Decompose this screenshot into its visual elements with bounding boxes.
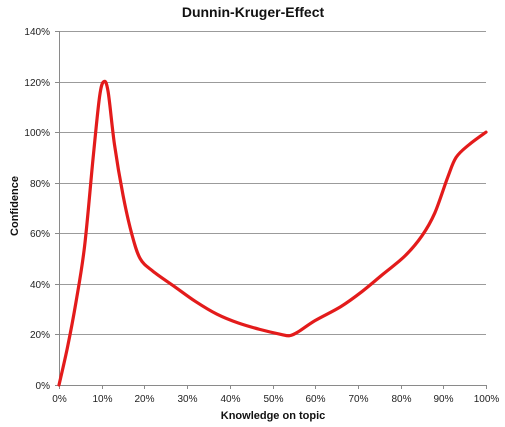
x-tick-label: 0% xyxy=(52,394,67,405)
y-tick-label: 100% xyxy=(24,128,50,139)
axes xyxy=(55,31,487,389)
x-tick-label: 30% xyxy=(177,394,197,405)
x-tick-label: 60% xyxy=(305,394,325,405)
x-axis-label: Knowledge on topic xyxy=(221,410,326,422)
x-tick-label: 90% xyxy=(433,394,453,405)
y-tick-label: 80% xyxy=(30,179,50,190)
y-tick-label: 0% xyxy=(36,381,51,392)
chart-title: Dunnin-Kruger-Effect xyxy=(182,4,325,20)
grid-lines xyxy=(59,31,486,335)
x-tick-label: 10% xyxy=(92,394,112,405)
y-tick-label: 20% xyxy=(30,330,50,341)
x-tick-label: 20% xyxy=(134,394,154,405)
series-layer xyxy=(57,79,488,387)
y-tick-label: 120% xyxy=(24,78,50,89)
y-tick-label: 40% xyxy=(30,280,50,291)
y-axis-label: Confidence xyxy=(9,176,21,236)
y-tick-label: 140% xyxy=(24,27,50,38)
confidence-line xyxy=(57,79,488,387)
x-tick-label: 80% xyxy=(391,394,411,405)
x-tick-label: 40% xyxy=(220,394,240,405)
y-tick-label: 60% xyxy=(30,229,50,240)
x-tick-label: 50% xyxy=(263,394,283,405)
x-tick-label: 70% xyxy=(348,394,368,405)
labels: Dunnin-Kruger-Effect Knowledge on topic … xyxy=(9,4,499,422)
x-tick-label: 100% xyxy=(474,394,500,405)
